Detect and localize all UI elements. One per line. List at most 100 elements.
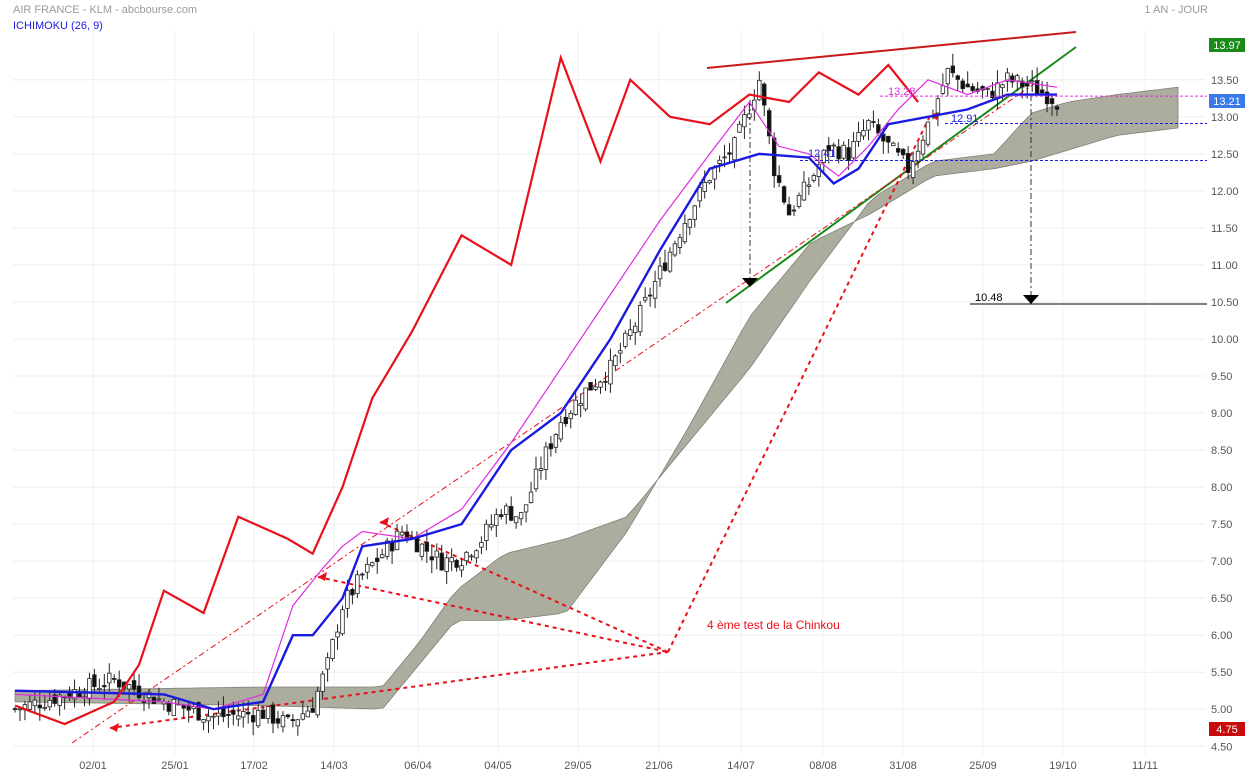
levels (800, 95, 1207, 162)
indicator-label: ICHIMOKU (26, 9) (13, 20, 103, 32)
candle-body (340, 609, 345, 635)
candle-body (384, 540, 390, 557)
candle-body (459, 565, 464, 571)
candles (12, 53, 1060, 736)
level-13-28-label: 13.28 (888, 86, 916, 98)
x-tick-label: 06/04 (404, 760, 432, 772)
candle-body (563, 416, 568, 425)
candle-body (821, 149, 826, 164)
candle-body (955, 75, 960, 80)
y-tick-label: 7.50 (1211, 519, 1232, 531)
y-tick-label: 9.50 (1211, 371, 1232, 383)
candle-body (667, 251, 673, 272)
candle-body (593, 386, 598, 390)
candle-body (345, 589, 350, 609)
candle-body (231, 709, 236, 715)
candle-body (881, 133, 886, 142)
candle-body (246, 711, 251, 715)
candle-body (206, 715, 211, 722)
candle-body (1034, 80, 1040, 96)
candle-body (935, 98, 941, 114)
target-label: 10.48 (975, 292, 1003, 304)
candle-body (484, 523, 489, 541)
candle-body (851, 141, 856, 159)
candle-body (1049, 98, 1055, 105)
candle-body (970, 86, 975, 91)
y-tick-label: 11.00 (1211, 260, 1238, 272)
candle-body (603, 380, 608, 383)
resistance-line (706, 31, 1077, 69)
candle-body (375, 557, 380, 562)
candle-body (156, 698, 162, 701)
candle-body (310, 708, 315, 713)
candle-body (92, 674, 97, 688)
candle-body (320, 673, 325, 692)
candle-body (677, 236, 683, 248)
candle-body (72, 689, 77, 700)
candle-body (771, 137, 777, 177)
candle-body (528, 491, 534, 503)
candle-body (1010, 75, 1015, 83)
indicator-lines (14, 53, 1058, 726)
candle-body (107, 672, 112, 684)
badge-current-text: 13.21 (1213, 96, 1241, 108)
candle-body (1054, 106, 1060, 110)
x-tick-label: 31/08 (889, 760, 917, 772)
candle-body (335, 631, 340, 638)
chikou-line (14, 53, 919, 726)
candle-body (737, 123, 742, 133)
candle-body (315, 690, 320, 716)
x-tick-label: 08/08 (809, 760, 837, 772)
candle-body (518, 512, 524, 520)
candle-body (707, 180, 712, 184)
candle-body (891, 142, 896, 147)
candle-body (742, 114, 747, 128)
candle-body (871, 121, 876, 123)
dashdot-trend (71, 79, 1041, 744)
candle-body (166, 703, 172, 712)
y-tick-label: 6.50 (1211, 593, 1232, 605)
candle-body (543, 446, 549, 470)
candle-body (628, 329, 633, 336)
down-arrow-1 (742, 278, 758, 287)
chart-title: AIR FRANCE - KLM - abcbourse.com (13, 4, 197, 16)
level-12-91-label: 12.91 (951, 113, 979, 125)
candle-body (474, 550, 479, 559)
candle-body (439, 552, 444, 571)
candle-body (216, 712, 221, 717)
candle-body (886, 135, 891, 143)
candle-body (692, 205, 697, 220)
x-tick-label: 29/05 (564, 760, 592, 772)
tenkan-line (14, 79, 1058, 710)
candle-body (429, 556, 434, 561)
candle-body (355, 574, 360, 595)
candle-body (801, 181, 807, 201)
badge-top-text: 13.97 (1213, 40, 1241, 52)
candle-body (226, 714, 231, 716)
y-tick-label: 12.50 (1211, 149, 1239, 161)
y-tick-label: 10.50 (1211, 297, 1239, 309)
candle-body (831, 144, 836, 147)
candle-body (419, 543, 425, 557)
candle-body (757, 79, 762, 101)
candle-body (211, 715, 216, 718)
y-tick-label: 9.00 (1211, 408, 1232, 420)
candle-body (1000, 84, 1005, 89)
candle-body (201, 719, 206, 723)
period-label: 1 AN - JOUR (1144, 4, 1208, 16)
candle-body (652, 281, 658, 299)
candle-body (717, 159, 722, 164)
candle-body (647, 294, 653, 297)
red-arrow-head (318, 572, 327, 581)
candle-body (250, 715, 256, 723)
candle-body (1039, 89, 1045, 94)
candle-body (171, 699, 176, 716)
candle-body (126, 684, 132, 690)
candle-body (965, 83, 970, 88)
candle-body (280, 715, 286, 728)
candle-body (87, 678, 92, 700)
candle-body (945, 68, 951, 85)
candle-body (508, 506, 514, 521)
candle-body (638, 305, 643, 333)
